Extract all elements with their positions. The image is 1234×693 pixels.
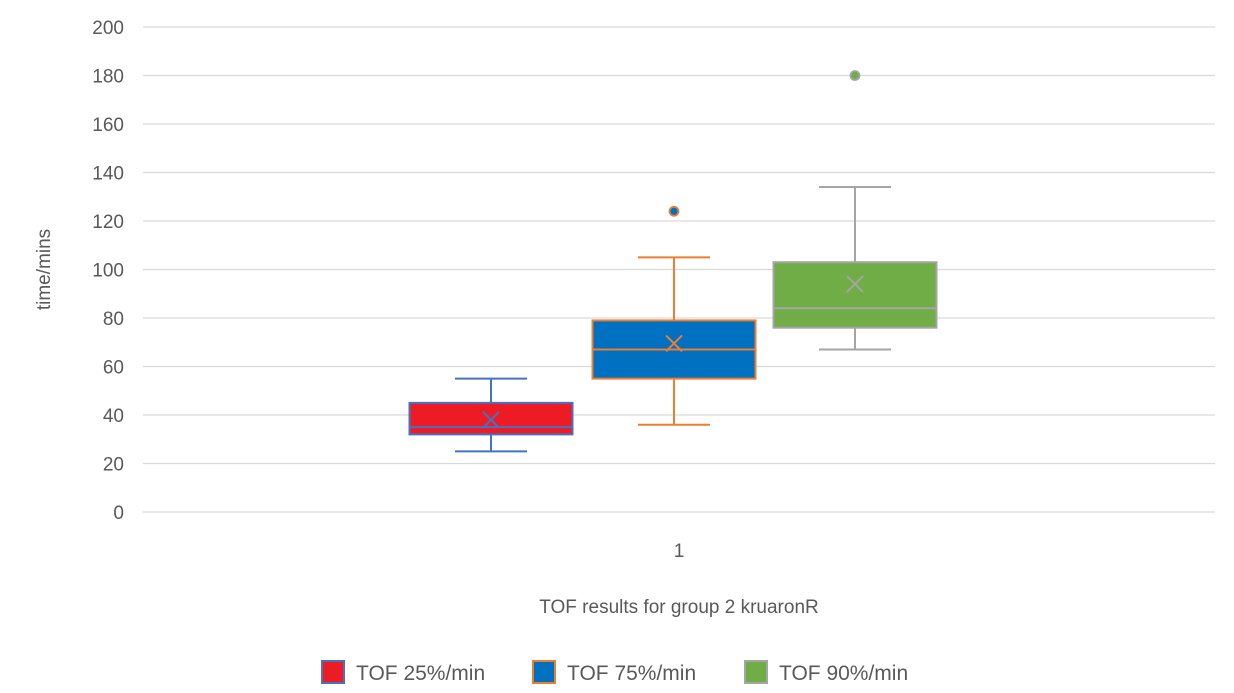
legend-swatch xyxy=(744,660,768,684)
legend-swatch xyxy=(532,660,556,684)
y-tick-label: 200 xyxy=(92,18,124,39)
box-3 xyxy=(772,70,938,351)
y-tick-label: 100 xyxy=(92,261,124,282)
y-axis-ticks: 0 20 40 60 80 100 120 140 160 180 200 xyxy=(92,18,124,524)
box-series xyxy=(408,70,938,453)
gridlines xyxy=(143,26,1215,465)
y-tick-label: 80 xyxy=(103,309,124,330)
y-tick-label: 140 xyxy=(92,164,124,185)
mean-marker xyxy=(482,411,500,429)
y-tick-label: 0 xyxy=(113,503,124,524)
legend-label: TOF 75%/min xyxy=(567,662,696,685)
x-axis-title: TOF results for group 2 kruaronR xyxy=(539,597,818,618)
legend-item-2: TOF 75%/min xyxy=(532,660,696,685)
legend: TOF 25%/min TOF 75%/min TOF 90%/min xyxy=(321,660,908,685)
y-tick-label: 180 xyxy=(92,67,124,88)
mean-marker xyxy=(665,334,683,353)
legend-swatch xyxy=(321,660,345,684)
y-tick-label: 160 xyxy=(92,115,124,136)
box-1 xyxy=(408,377,574,453)
y-axis-title: time/mins xyxy=(34,229,55,310)
mean-marker xyxy=(846,275,864,293)
y-tick-label: 20 xyxy=(103,455,124,476)
legend-item-3: TOF 90%/min xyxy=(744,660,908,685)
y-tick-label: 60 xyxy=(103,358,124,379)
legend-label: TOF 25%/min xyxy=(356,662,485,685)
legend-item-1: TOF 25%/min xyxy=(321,660,485,685)
box-2 xyxy=(591,205,757,426)
y-tick-label: 40 xyxy=(103,406,124,427)
y-tick-label: 120 xyxy=(92,212,124,233)
x-category-label: 1 xyxy=(674,541,685,562)
iqr-box xyxy=(772,261,938,329)
legend-label: TOF 90%/min xyxy=(779,662,908,685)
outlier-point xyxy=(668,205,680,217)
outlier-point xyxy=(849,70,861,81)
